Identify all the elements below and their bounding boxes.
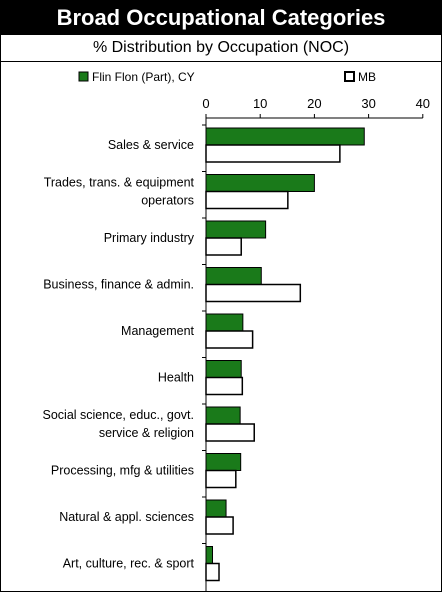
bar-flin-flon xyxy=(205,453,242,471)
legend-swatch-mb xyxy=(344,71,355,82)
x-tick-label: 10 xyxy=(253,96,267,111)
bar-mb xyxy=(205,562,220,582)
bar-flin-flon xyxy=(205,267,262,285)
x-tick-label: 0 xyxy=(202,96,209,111)
category-label: Processing, mfg & utilities xyxy=(51,464,194,478)
bar-mb xyxy=(205,376,244,396)
bar-flin-flon xyxy=(205,360,242,378)
category-label: Art, culture, rec. & sport xyxy=(63,557,195,571)
bar-mb xyxy=(205,423,255,442)
bar-flin-flon xyxy=(205,127,365,146)
category-label: Primary industry xyxy=(104,231,195,245)
x-tick-label: 30 xyxy=(361,96,375,111)
bar-mb xyxy=(205,516,234,535)
bar-flin-flon xyxy=(205,220,267,239)
category-label: Business, finance & admin. xyxy=(43,278,194,292)
bar-flin-flon xyxy=(205,174,315,192)
legend-label-mb: MB xyxy=(358,70,376,84)
bar-flin-flon xyxy=(205,313,244,332)
bar-mb xyxy=(205,190,289,210)
chart-title: Broad Occupational Categories xyxy=(1,1,441,35)
x-tick-label: 40 xyxy=(416,96,430,111)
category-label: Sales & service xyxy=(108,138,194,152)
x-tick-label: 20 xyxy=(307,96,321,111)
bar-mb xyxy=(205,330,254,349)
category-label: Health xyxy=(158,371,194,385)
category-label: Social science, educ., govt. service & re… xyxy=(43,408,195,440)
bar-flin-flon xyxy=(205,546,214,564)
chart-subtitle: % Distribution by Occupation (NOC) xyxy=(1,35,441,62)
bar-flin-flon xyxy=(205,499,227,518)
legend-swatch-flin-flon xyxy=(78,71,89,82)
bar-mb xyxy=(205,283,302,303)
category-label: Natural & appl. sciences xyxy=(59,510,194,524)
category-label: Management xyxy=(121,324,194,338)
bar-mb xyxy=(205,144,341,163)
bar-mb xyxy=(205,237,242,256)
legend-label-flin-flon: Flin Flon (Part), CY xyxy=(92,70,195,84)
category-label: Trades, trans. & equipment operators xyxy=(44,176,195,208)
bar-flin-flon xyxy=(205,406,241,425)
bar-mb xyxy=(205,469,237,489)
